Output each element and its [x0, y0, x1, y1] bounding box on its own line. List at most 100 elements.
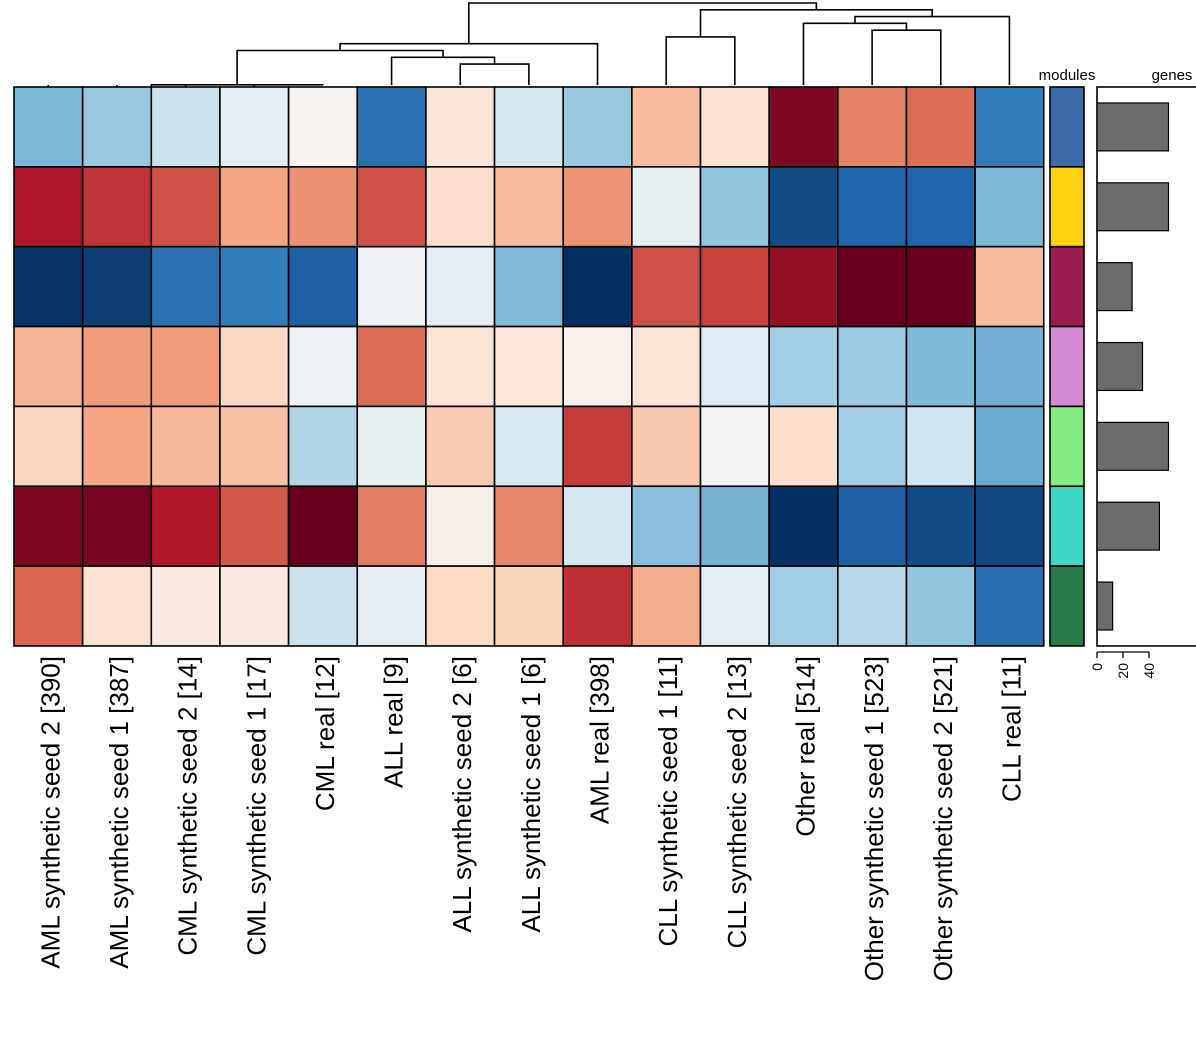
dendrogram-branch	[459, 63, 530, 85]
genes-tick-label: 40	[1141, 663, 1157, 679]
column-label: ALL real [9]	[379, 656, 409, 788]
column-dendrogram	[47, 2, 1011, 107]
genes-tick-label: 20	[1115, 663, 1131, 679]
heatmap-cell	[768, 166, 839, 248]
heatmap-cell	[150, 405, 221, 488]
heatmap-cell	[13, 485, 84, 567]
column-label: CLL synthetic seed 1 [11]	[653, 656, 683, 947]
heatmap-cell	[905, 405, 976, 488]
genes-bar	[1096, 262, 1133, 312]
column-label: AML synthetic seed 1 [387]	[104, 656, 134, 969]
heatmap-cell	[13, 166, 84, 248]
dendrogram-branch	[236, 49, 444, 85]
heatmap-cell	[13, 405, 84, 488]
heatmap-cell	[974, 565, 1045, 647]
heatmap-cell	[768, 485, 839, 567]
heatmap-cell	[699, 245, 770, 328]
heatmap-cell	[699, 325, 770, 408]
heatmap-cell	[219, 86, 290, 168]
heatmap-cell	[836, 565, 908, 647]
genes-bar	[1096, 501, 1161, 551]
heatmap-cell	[836, 245, 908, 328]
column-label: AML real [398]	[585, 656, 615, 824]
heatmap-cell	[836, 86, 908, 168]
heatmap-cell	[974, 405, 1045, 488]
module-swatch	[1049, 166, 1085, 248]
heatmap-cell	[219, 245, 290, 328]
heatmap-cell	[836, 166, 908, 248]
heatmap-cell	[836, 405, 908, 488]
heatmap-cell	[150, 325, 221, 408]
heatmap-cell	[699, 485, 770, 567]
heatmap-cell	[699, 405, 770, 488]
genes-tick-label: 0	[1089, 663, 1105, 671]
heatmap-cell	[699, 565, 770, 647]
genes-bar	[1096, 581, 1114, 631]
column-label: CLL real [11]	[996, 656, 1026, 802]
heatmap-cell	[425, 166, 496, 248]
column-label: CLL synthetic seed 2 [13]	[722, 656, 752, 948]
dendrogram-branch	[468, 2, 818, 44]
heatmap-grid	[13, 86, 1045, 647]
heatmap-cell	[562, 565, 633, 647]
heatmap-cell	[81, 405, 153, 488]
column-label: ALL synthetic seed 1 [6]	[516, 656, 546, 933]
heatmap-cell	[631, 245, 702, 328]
dendrogram-branch	[854, 15, 1011, 85]
modules-annotation	[1049, 86, 1085, 647]
dendrogram-branch	[390, 56, 496, 85]
heatmap-cell	[905, 166, 976, 248]
column-label: CML synthetic seed 2 [14]	[173, 656, 203, 956]
genes-title: genes	[1152, 67, 1193, 84]
heatmap-cell	[219, 485, 290, 567]
heatmap-cell	[493, 245, 564, 328]
heatmap-cell	[974, 166, 1045, 248]
heatmap-cell	[425, 86, 496, 168]
heatmap-cell	[425, 245, 496, 328]
heatmap-cell	[562, 405, 633, 488]
genes-bar	[1096, 182, 1170, 232]
heatmap-cell	[905, 325, 976, 408]
genes-bar	[1096, 341, 1144, 392]
heatmap-cell	[768, 86, 839, 168]
heatmap-cell	[356, 245, 427, 328]
heatmap-cell	[562, 166, 633, 248]
column-label: Other real [514]	[790, 656, 820, 837]
heatmap-cell	[150, 166, 221, 248]
heatmap-cell	[768, 245, 839, 328]
column-label: Other synthetic seed 1 [523]	[859, 656, 889, 981]
heatmap-cell	[425, 565, 496, 647]
heatmap-cell	[81, 86, 153, 168]
heatmap-cell	[905, 565, 976, 647]
heatmap-cell	[493, 565, 564, 647]
heatmap-cell	[356, 166, 427, 248]
genes-bar	[1096, 421, 1170, 471]
heatmap-cell	[836, 325, 908, 408]
heatmap-cell	[905, 86, 976, 168]
heatmap-cell	[562, 485, 633, 567]
heatmap-cell	[219, 565, 290, 647]
heatmap-cell	[425, 325, 496, 408]
module-swatch	[1049, 565, 1085, 647]
module-swatch	[1049, 325, 1085, 408]
heatmap-cell	[287, 325, 359, 408]
heatmap-cell	[631, 86, 702, 168]
heatmap-cell	[631, 485, 702, 567]
heatmap-cell	[81, 325, 153, 408]
genes-barplot: 0 20 40	[1089, 86, 1196, 679]
column-labels: AML synthetic seed 2 [390] AML synthetic …	[35, 656, 1026, 981]
heatmap-cell	[562, 86, 633, 168]
heatmap-cell	[836, 485, 908, 567]
heatmap-cell	[562, 245, 633, 328]
heatmap-cell	[974, 325, 1045, 408]
heatmap-cell	[493, 325, 564, 408]
column-label: Other synthetic seed 2 [521]	[928, 656, 958, 981]
heatmap-cell	[81, 166, 153, 248]
heatmap-cell	[81, 565, 153, 647]
heatmap-cell	[493, 485, 564, 567]
heatmap-cell	[150, 485, 221, 567]
heatmap-cell	[425, 405, 496, 488]
heatmap-cell	[13, 325, 84, 408]
heatmap-cell	[81, 485, 153, 567]
